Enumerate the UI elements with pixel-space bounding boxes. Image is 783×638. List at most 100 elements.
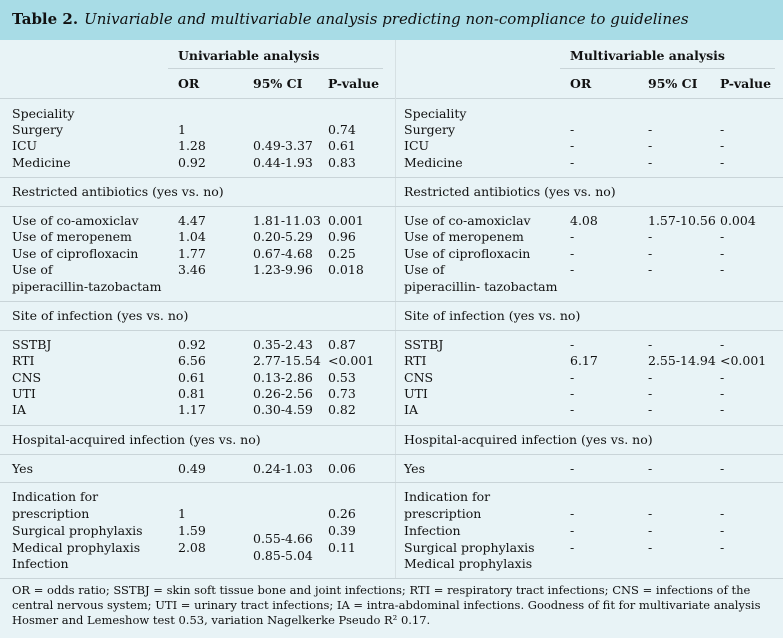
or-value: - [570,461,575,476]
p-value: 0.73 [328,386,356,401]
ci-value: - [648,370,653,385]
p-header: P-value [720,76,772,91]
ci-value: - [648,540,653,555]
p-value: 0.61 [328,138,356,153]
ci-value: 0.85-5.04 [253,548,313,563]
p-value: 0.87 [328,337,356,352]
ci-value: 0.30-4.59 [253,402,313,417]
ci-value: 0.20-5.29 [253,229,313,244]
column-divider [395,40,396,578]
or-value: - [570,122,575,137]
p-value: - [720,229,725,244]
or-value: 1.28 [178,138,206,153]
p-value: 0.26 [328,506,356,521]
univariable-header: Univariable analysis [178,48,320,63]
row-label: UTI [12,386,36,401]
ci-value: - [648,246,653,261]
row-label: piperacillin-tazobactam [12,279,162,294]
footer-divider [0,578,783,579]
or-value: 1.77 [178,246,206,261]
or-value: 1 [178,506,186,521]
p-value: 0.74 [328,122,356,137]
row-label: RTI [404,353,427,368]
row-label: Surgery [404,122,456,137]
row-label: Surgical prophylaxis [12,523,143,538]
ci-value: 0.13-2.86 [253,370,313,385]
or-value: - [570,370,575,385]
p-value: 0.004 [720,213,756,228]
row-label: Indication for [404,489,491,504]
p-value: - [720,138,725,153]
ci-value: 0.44-1.93 [253,155,313,170]
ci-value: - [648,262,653,277]
or-value: 0.92 [178,155,206,170]
row-divider [0,454,783,455]
row-label: piperacillin- tazobactam [404,279,558,294]
ci-value: 1.23-9.96 [253,262,313,277]
or-value: 0.49 [178,461,206,476]
row-label: prescription [404,506,482,521]
row-label: ICU [404,138,430,153]
row-label: Use of meropenem [404,229,524,244]
table-caption: Univariable and multivariable analysis p… [84,10,689,28]
ci-value: 0.35-2.43 [253,337,313,352]
ci-value: - [648,138,653,153]
p-value: - [720,523,725,538]
row-label: Use of co-amoxiclav [12,213,139,228]
or-value: - [570,155,575,170]
header-divider [560,68,775,69]
ci-value: - [648,229,653,244]
row-label: Surgery [12,122,64,137]
or-value: 2.08 [178,540,206,555]
ci-value: 0.49-3.37 [253,138,313,153]
row-divider [0,98,783,99]
p-value: 0.25 [328,246,356,261]
row-label: Use of [12,262,53,277]
row-label: Use of ciprofloxacin [404,246,531,261]
row-label: Indication for [12,489,99,504]
p-value: <0.001 [328,353,375,368]
row-label: SSTBJ [12,337,52,352]
row-label: Use of meropenem [12,229,132,244]
row-divider [0,330,783,331]
row-label: Site of infection (yes vs. no) [404,308,581,323]
p-value: 0.96 [328,229,356,244]
header-divider [168,68,383,69]
row-label: ICU [12,138,38,153]
ci-value: 1.57-10.56 [648,213,716,228]
p-value: - [720,246,725,261]
or-value: 4.08 [570,213,598,228]
row-label: Medical prophylaxis [404,556,533,571]
p-value: - [720,370,725,385]
ci-value: 0.67-4.68 [253,246,313,261]
ci-value: - [648,122,653,137]
or-value: - [570,138,575,153]
or-value: - [570,523,575,538]
p-value: 0.82 [328,402,356,417]
or-value: - [570,337,575,352]
or-value: - [570,540,575,555]
or-value: - [570,229,575,244]
or-value: - [570,402,575,417]
p-header: P-value [328,76,380,91]
or-value: 6.56 [178,353,206,368]
p-value: 0.53 [328,370,356,385]
row-label: Hospital-acquired infection (yes vs. no) [12,432,261,447]
or-value: 6.17 [570,353,598,368]
row-label: SSTBJ [404,337,444,352]
or-value: 0.61 [178,370,206,385]
row-label: Speciality [404,106,467,121]
ci-value: - [648,523,653,538]
p-value: - [720,155,725,170]
ci-value: 0.55-4.66 [253,531,313,546]
or-value: 4.47 [178,213,206,228]
row-label: Site of infection (yes vs. no) [12,308,189,323]
row-label: CNS [404,370,434,385]
or-header: OR [570,76,592,91]
row-label: Infection [404,523,461,538]
p-value: 0.39 [328,523,356,538]
ci-header: 95% CI [253,76,303,91]
p-value: - [720,386,725,401]
row-label: RTI [12,353,35,368]
